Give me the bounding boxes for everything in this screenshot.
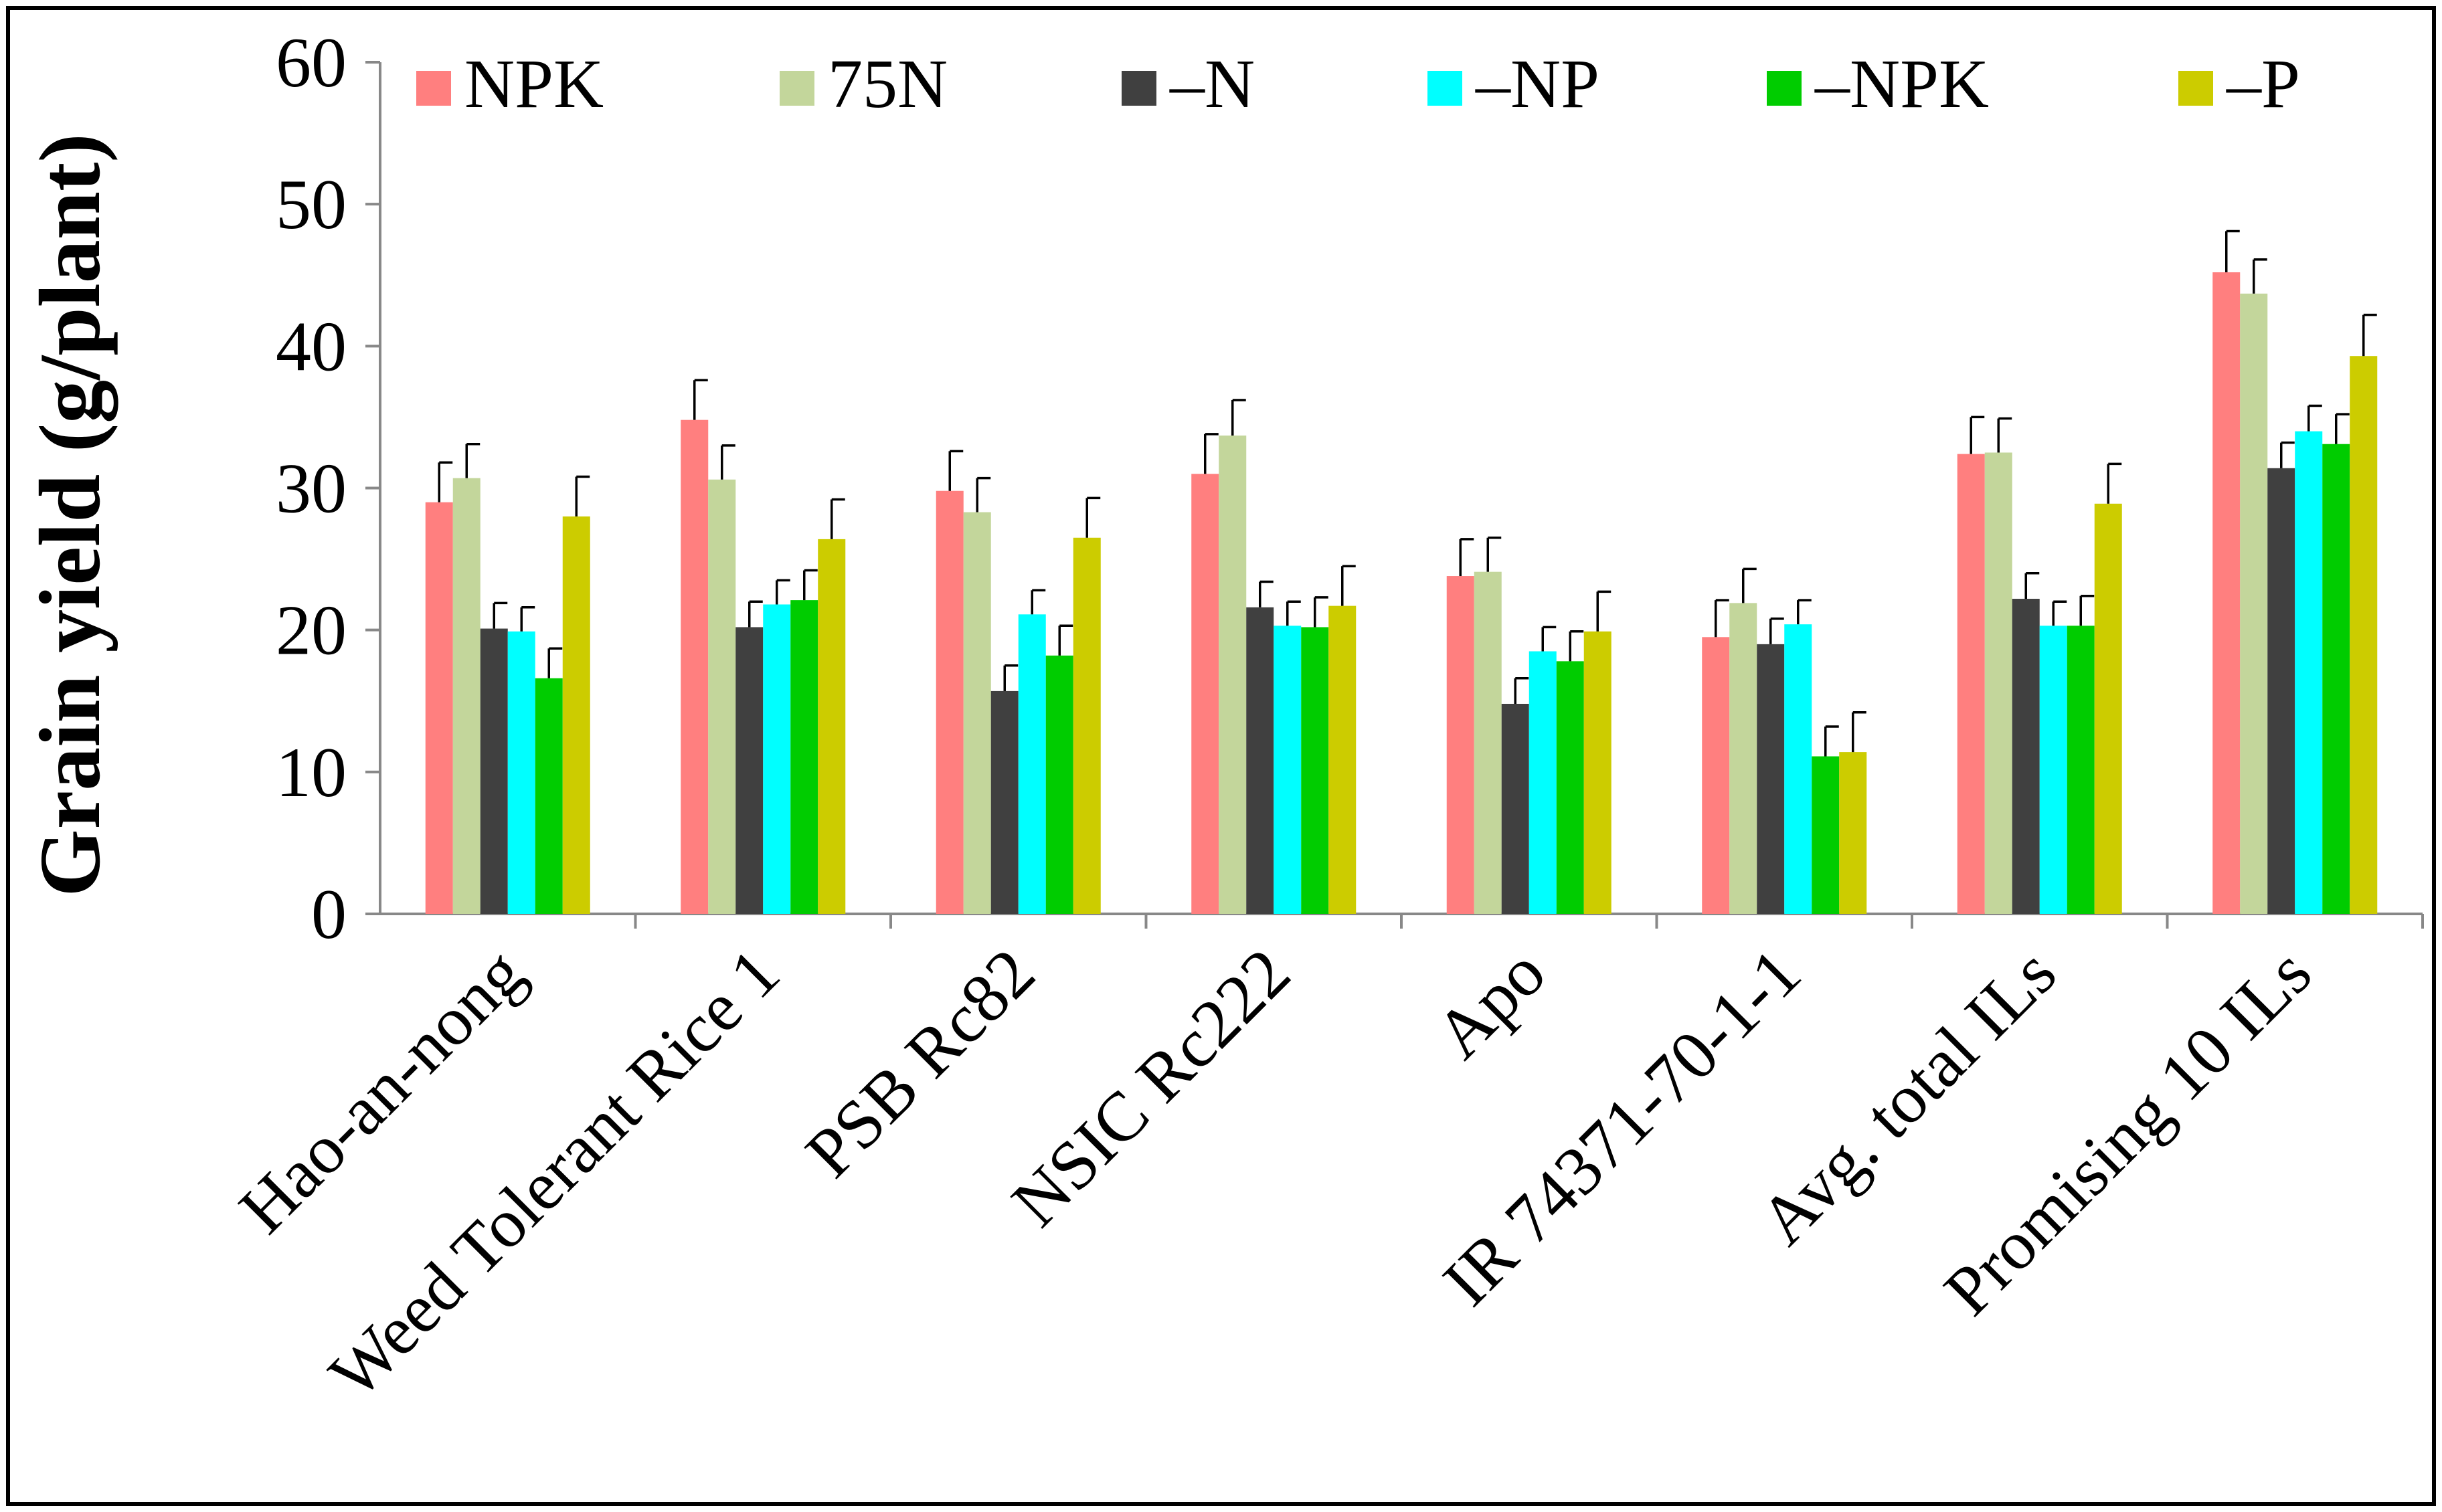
bar bbox=[1839, 752, 1867, 914]
bar bbox=[2295, 431, 2323, 914]
bar bbox=[2240, 293, 2268, 914]
legend-swatch bbox=[416, 71, 451, 106]
bar bbox=[818, 539, 846, 914]
legend-swatch bbox=[1767, 71, 1802, 106]
bar bbox=[1474, 571, 1502, 914]
legend-label: –N bbox=[1169, 45, 1255, 122]
bar bbox=[1045, 655, 1073, 914]
bar bbox=[2267, 468, 2295, 914]
legend-swatch bbox=[2178, 71, 2213, 106]
bar bbox=[1246, 607, 1274, 914]
legend-label: –NP bbox=[1475, 45, 1599, 122]
legend-label: –NPK bbox=[1814, 45, 1989, 122]
bar bbox=[2212, 272, 2241, 914]
bar bbox=[708, 479, 736, 914]
bar bbox=[735, 627, 764, 914]
bar bbox=[1018, 614, 1046, 914]
y-tick-label: 10 bbox=[276, 733, 347, 812]
bar bbox=[425, 502, 453, 914]
bar bbox=[681, 419, 709, 914]
legend-swatch bbox=[1427, 71, 1462, 106]
y-tick-label: 60 bbox=[276, 23, 347, 102]
bar bbox=[1501, 703, 1529, 914]
bar bbox=[2350, 356, 2378, 914]
bar bbox=[990, 690, 1019, 914]
bar bbox=[535, 678, 563, 914]
bar bbox=[2039, 626, 2067, 914]
bar bbox=[452, 478, 481, 914]
bar bbox=[1073, 537, 1101, 914]
bar bbox=[1556, 661, 1584, 914]
bar bbox=[507, 631, 535, 914]
bar bbox=[1529, 651, 1557, 914]
y-tick-label: 30 bbox=[276, 450, 347, 528]
bar bbox=[1328, 605, 1357, 914]
bar bbox=[763, 604, 791, 914]
y-tick-label: 0 bbox=[311, 875, 347, 953]
bar bbox=[2012, 598, 2040, 914]
bar bbox=[1812, 756, 1840, 914]
bar bbox=[480, 628, 508, 914]
bar bbox=[562, 516, 590, 914]
legend-label: 75N bbox=[828, 45, 948, 122]
bar bbox=[1446, 576, 1474, 914]
bar bbox=[1984, 452, 2012, 914]
bar bbox=[1191, 474, 1219, 914]
bar bbox=[1757, 644, 1785, 914]
y-axis-title: Grain yield (g/plant) bbox=[22, 133, 118, 896]
bar bbox=[1729, 603, 1757, 914]
y-tick-label: 50 bbox=[276, 165, 347, 244]
legend-label: –P bbox=[2226, 45, 2300, 122]
bar bbox=[790, 600, 818, 914]
bar bbox=[1784, 624, 1812, 914]
y-tick-label: 20 bbox=[276, 591, 347, 670]
legend-swatch bbox=[1122, 71, 1156, 106]
bar bbox=[1702, 637, 1730, 914]
bar bbox=[963, 512, 991, 914]
bar bbox=[1274, 626, 1302, 914]
bar bbox=[2094, 503, 2122, 914]
bar bbox=[2067, 626, 2095, 914]
legend-label: NPK bbox=[464, 45, 604, 122]
bar bbox=[1301, 627, 1329, 914]
bar bbox=[2322, 444, 2350, 914]
bar bbox=[936, 490, 964, 914]
bar bbox=[1583, 631, 1611, 914]
bar bbox=[1957, 454, 1985, 914]
legend-swatch bbox=[780, 71, 814, 106]
bar bbox=[1219, 435, 1247, 914]
y-tick-label: 40 bbox=[276, 307, 347, 385]
